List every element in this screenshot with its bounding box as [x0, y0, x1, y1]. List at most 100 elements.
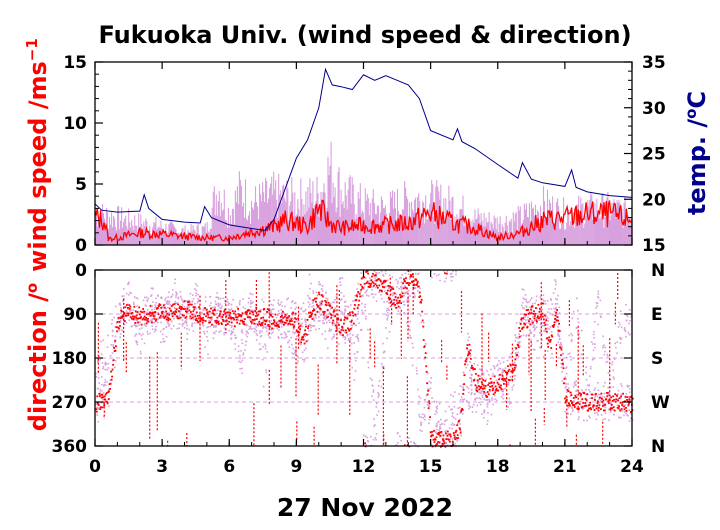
direction-raw-point [106, 346, 109, 348]
y-right-tick-label: 20 [642, 190, 666, 210]
direction-point [591, 397, 593, 399]
direction-point [230, 321, 233, 324]
direction-raw-point [531, 319, 533, 322]
direction-point [250, 310, 253, 313]
direction-point [130, 312, 133, 315]
direction-raw-point [353, 342, 356, 344]
direction-point [453, 436, 456, 439]
direction-raw-point [623, 328, 626, 331]
direction-point [567, 404, 569, 407]
direction-raw-point [319, 303, 321, 306]
direction-raw-point [444, 420, 446, 423]
direction-raw-point [102, 392, 105, 394]
direction-point [613, 409, 616, 412]
direction-point [535, 307, 537, 309]
direction-point [104, 393, 107, 396]
direction-point [621, 404, 623, 406]
direction-point [298, 325, 301, 328]
direction-raw-point [517, 337, 520, 340]
direction-raw-point [365, 315, 367, 318]
y-left-tick-label: 10 [63, 114, 87, 134]
direction-raw-point [342, 336, 345, 338]
direction-point [467, 353, 470, 355]
direction-raw-point [533, 316, 536, 318]
direction-point [251, 321, 253, 324]
direction-raw-point [325, 297, 328, 299]
direction-raw-point [518, 333, 520, 335]
direction-raw-point [354, 295, 357, 297]
direction-raw-point [618, 321, 620, 324]
direction-point [445, 272, 448, 275]
direction-point [320, 294, 323, 296]
direction-raw-point [469, 369, 471, 372]
direction-raw-point [386, 279, 389, 282]
direction-point [296, 331, 299, 333]
direction-raw-point [185, 318, 188, 320]
direction-raw-point [604, 418, 606, 420]
direction-point [502, 377, 504, 380]
direction-raw-point [367, 361, 369, 364]
direction-raw-point [294, 308, 296, 311]
direction-point [191, 316, 194, 319]
direction-raw-point [470, 377, 473, 379]
direction-raw-point [122, 300, 124, 302]
direction-point [469, 349, 472, 352]
direction-raw-point [497, 369, 500, 372]
direction-raw-point [523, 298, 526, 301]
direction-raw-point [429, 387, 432, 390]
direction-point [548, 336, 551, 339]
direction-raw-point [571, 338, 573, 341]
direction-point [306, 333, 308, 336]
direction-point [472, 367, 474, 369]
direction-raw-point [296, 362, 299, 364]
direction-raw-point [565, 367, 567, 369]
direction-raw-point [238, 301, 241, 304]
direction-raw-point [585, 371, 587, 374]
direction-raw-point [251, 293, 254, 296]
direction-raw-point [193, 313, 195, 315]
direction-raw-point [558, 306, 561, 309]
direction-point [549, 340, 552, 343]
compass-label: N [651, 261, 665, 281]
direction-point [318, 293, 321, 296]
direction-raw-point [312, 290, 314, 292]
direction-raw-point [502, 390, 504, 392]
direction-point [427, 389, 429, 392]
direction-point [426, 393, 429, 396]
direction-raw-point [460, 396, 463, 399]
direction-raw-point [403, 311, 406, 314]
direction-raw-point [315, 328, 317, 331]
direction-raw-point [398, 287, 400, 290]
direction-point [574, 394, 577, 397]
direction-raw-point [230, 326, 233, 329]
direction-raw-point [261, 298, 264, 301]
direction-raw-point [259, 318, 262, 320]
direction-raw-point [294, 349, 296, 352]
direction-raw-point [105, 363, 108, 365]
direction-raw-point [548, 328, 551, 330]
direction-point [187, 301, 189, 304]
direction-point [308, 316, 311, 318]
direction-raw-point [215, 303, 218, 306]
direction-raw-point [127, 281, 130, 284]
direction-raw-point [270, 311, 272, 313]
direction-raw-point [136, 343, 139, 346]
direction-raw-point [155, 329, 157, 332]
direction-raw-point [228, 302, 231, 305]
direction-raw-point [112, 329, 114, 332]
direction-point [337, 318, 340, 321]
direction-point [361, 285, 364, 288]
direction-point [373, 284, 375, 287]
direction-point [141, 311, 143, 314]
direction-raw-point [431, 397, 433, 399]
direction-raw-point [407, 298, 410, 300]
direction-raw-point [164, 303, 166, 306]
direction-raw-point [519, 345, 521, 347]
direction-point [384, 280, 387, 282]
direction-raw-point [181, 319, 184, 321]
direction-raw-point [307, 294, 309, 297]
direction-point [304, 329, 306, 332]
direction-point [578, 392, 581, 394]
direction-point [238, 315, 240, 317]
direction-raw-point [569, 355, 572, 358]
